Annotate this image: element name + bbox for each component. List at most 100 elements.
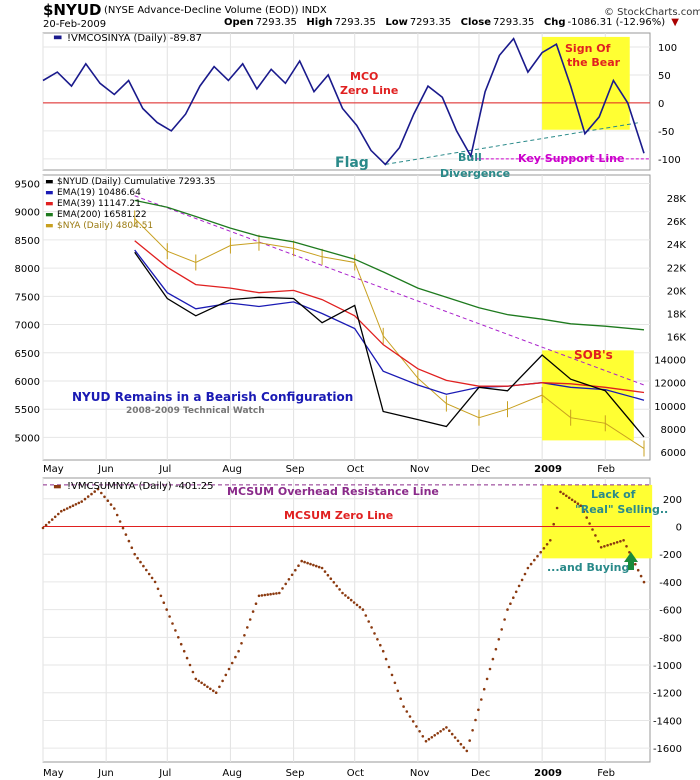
mcsum-point xyxy=(130,546,134,549)
y-tick-label-right: 28K xyxy=(667,194,687,205)
mcsum-point xyxy=(491,657,495,661)
mcsum-point xyxy=(263,593,267,597)
legend-entry: EMA(200) 16581.22 xyxy=(57,210,147,220)
y-tick-label-left: 6000 xyxy=(15,377,40,388)
mcsum-point xyxy=(367,620,371,623)
series-line xyxy=(134,199,645,331)
annotation-and-buying: ...and Buying xyxy=(547,561,629,574)
chart-date: 20-Feb-2009 xyxy=(43,19,107,30)
x-tick-label: Jul xyxy=(158,464,171,475)
mcsum-point xyxy=(482,687,486,691)
mcsum-point xyxy=(287,578,291,581)
y-tick-label: 0 xyxy=(658,99,664,110)
mcsum-point xyxy=(526,566,530,570)
x-tick-label: Dec xyxy=(471,768,490,779)
y-tick-label: -100 xyxy=(658,155,681,166)
mcsum-point xyxy=(188,663,192,667)
mcsum-point xyxy=(503,618,506,621)
mcsum-point xyxy=(44,523,48,527)
mcsum-point xyxy=(628,551,631,554)
legend-mco: !VMCOSINYA (Daily) -89.87 xyxy=(67,33,202,44)
x-tick-label: Jun xyxy=(97,464,114,475)
mcsum-point xyxy=(179,642,183,646)
x-tick-label: Sep xyxy=(286,768,305,779)
mcsum-point xyxy=(636,568,640,572)
mcsum-point xyxy=(212,689,215,693)
x-tick-label: Nov xyxy=(410,464,430,475)
mcsum-point xyxy=(317,565,321,569)
annotation-key-support: Key Support Line xyxy=(518,152,624,165)
mcsum-point xyxy=(297,564,300,567)
y-tick-label: -800 xyxy=(659,633,682,644)
mcsum-point xyxy=(591,528,594,531)
mcsum-point xyxy=(68,505,72,509)
annotation-sobs: SOB's xyxy=(574,348,613,362)
mcsum-point xyxy=(358,605,362,609)
legend-swatch: ▬ xyxy=(45,210,54,220)
mcsum-point xyxy=(203,683,206,687)
mcsum-point xyxy=(349,598,353,602)
mcsum-point xyxy=(462,746,466,749)
mcsum-point xyxy=(248,618,252,621)
mcsum-point xyxy=(500,628,504,631)
mcsum-point xyxy=(109,503,113,506)
mcsum-point xyxy=(450,732,454,736)
y-tick-label-right: 16K xyxy=(667,333,687,344)
annotation-divergence: Divergence xyxy=(440,167,510,180)
mcsum-point xyxy=(100,491,103,495)
mcsum-point xyxy=(606,544,609,547)
y-tick-label: -50 xyxy=(658,127,674,138)
mcsum-point xyxy=(62,508,66,512)
x-tick-label: Jul xyxy=(158,768,171,779)
mcsum-point xyxy=(147,572,151,576)
annotation-bearish: NYUD Remains in a Bearish Configuration xyxy=(72,390,353,404)
mcsum-point xyxy=(115,513,119,517)
mcsum-point xyxy=(615,541,619,544)
mcsum-point xyxy=(497,638,501,641)
mcsum-point xyxy=(384,657,388,661)
legend-entry: EMA(39) 11147.21 xyxy=(57,199,141,209)
y-tick-label-left: 9000 xyxy=(15,208,40,219)
mcsum-point xyxy=(523,572,527,576)
divergence-line xyxy=(385,121,641,165)
mcsum-point xyxy=(50,518,54,521)
mcsum-point xyxy=(387,665,391,669)
mcsum-point xyxy=(260,594,264,597)
mcsum-point xyxy=(539,550,542,554)
y-tick-label-right: 18K xyxy=(667,309,687,320)
mcsum-point xyxy=(471,729,474,732)
arrow-icon xyxy=(624,552,638,570)
mcsum-point xyxy=(509,602,512,605)
mcsum-point xyxy=(218,685,221,689)
mcsum-point xyxy=(303,560,306,564)
mcsum-point xyxy=(565,494,568,498)
mcsum-point xyxy=(517,584,521,588)
mcsum-point xyxy=(214,691,218,694)
y-tick-label: -1400 xyxy=(653,716,682,727)
mcsum-point xyxy=(306,561,309,565)
mcsum-point xyxy=(552,522,555,526)
x-tick-label: Oct xyxy=(347,464,364,475)
mcsum-point xyxy=(379,643,382,647)
legend-swatch: ▬ xyxy=(53,482,62,492)
mcsum-point xyxy=(625,545,628,548)
mcsum-point xyxy=(542,547,546,550)
mcsum-point xyxy=(418,730,421,733)
y-tick-label-left: 5000 xyxy=(15,433,40,444)
annotation-flag: Flag xyxy=(335,155,369,171)
y-tick-label-right: 24K xyxy=(667,240,687,251)
x-tick-label: Nov xyxy=(410,768,430,779)
legend-swatch: ▬ xyxy=(53,32,62,43)
mcsum-point xyxy=(96,487,100,491)
annotation-mco: MCO xyxy=(350,70,378,83)
mcsum-point xyxy=(106,499,110,503)
mcsum-point xyxy=(341,591,344,595)
mcsum-point xyxy=(240,642,243,645)
y-tick-label: -1200 xyxy=(653,689,682,700)
legend-entry: $NYUD (Daily) Cumulative 7293.35 xyxy=(57,177,215,187)
mcsum-point xyxy=(246,626,249,629)
mco-line xyxy=(42,37,645,166)
mcsum-point xyxy=(361,608,365,611)
mcsum-point xyxy=(396,689,400,693)
x-tick-label: Oct xyxy=(347,768,364,779)
